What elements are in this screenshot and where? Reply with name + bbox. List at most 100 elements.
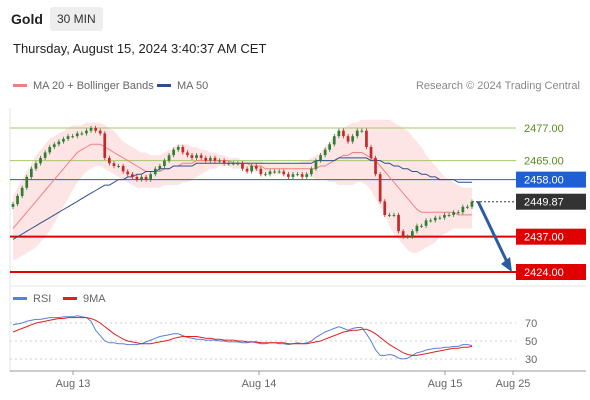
candle-body xyxy=(20,187,24,196)
candle-body xyxy=(80,133,84,135)
rsi-ma9-line xyxy=(12,317,473,356)
bollinger-bands xyxy=(13,119,472,262)
candle-body xyxy=(158,166,162,169)
candle-body xyxy=(342,130,345,137)
forecast-arrow xyxy=(476,200,512,272)
ma9-label: 9MA xyxy=(83,293,106,305)
candle-body xyxy=(433,217,437,221)
credit-text: Research © 2024 Trading Central xyxy=(415,80,580,92)
x-label-aug-13: Aug 13 xyxy=(56,378,91,390)
candle-body xyxy=(94,128,97,131)
legend-9ma: 9MA xyxy=(63,293,106,305)
candle-body xyxy=(287,174,290,177)
candle-body xyxy=(406,236,410,238)
candle-body xyxy=(172,149,175,156)
level-tags: 2477.00 2465.00 2458.00 2449.87 2437.00 2424.… xyxy=(516,123,586,280)
candle-body xyxy=(176,147,180,150)
candle-body xyxy=(222,160,226,164)
candle-body xyxy=(153,168,157,175)
rsi-line xyxy=(12,315,473,360)
candle-body xyxy=(438,217,442,219)
candle-body xyxy=(282,171,286,175)
candle-body xyxy=(337,130,341,137)
forecast-arrow-head xyxy=(501,257,512,272)
candle-body xyxy=(245,168,249,172)
rsi-swatch xyxy=(13,296,27,300)
rsi-pane: 70 50 30 xyxy=(10,315,537,366)
candle-body xyxy=(268,171,272,175)
candle-body xyxy=(43,152,47,158)
candle-body xyxy=(365,130,368,147)
candle-body xyxy=(121,166,125,172)
level-tag-2477.00: 2477.00 xyxy=(524,123,564,135)
timeframe-badge[interactable]: 30 MIN xyxy=(50,7,103,31)
candle-body xyxy=(447,214,451,216)
rsi-label: RSI xyxy=(33,293,52,305)
candle-body xyxy=(108,157,111,164)
ma50-swatch xyxy=(157,83,171,87)
candle-body xyxy=(98,130,102,134)
candle-body xyxy=(461,206,465,213)
candle-body xyxy=(199,155,203,158)
candle-body xyxy=(30,168,33,177)
level-tag-bg-2437.00 xyxy=(516,228,586,245)
candle-body xyxy=(314,160,318,169)
candle-body xyxy=(34,163,38,169)
candle-body xyxy=(218,160,221,162)
legend-ma20: MA 20 + Bollinger Bands xyxy=(13,80,154,92)
candle-body xyxy=(149,174,152,180)
candle-body xyxy=(62,138,65,142)
candle-body xyxy=(420,225,423,227)
candle-body xyxy=(369,147,373,158)
candle-body xyxy=(16,195,19,205)
candle-body xyxy=(392,214,396,216)
candle-body xyxy=(112,163,116,166)
candle-body xyxy=(401,231,405,237)
candle-body xyxy=(291,174,295,177)
level-tag-2424.00: 2424.00 xyxy=(524,267,564,279)
candle-body xyxy=(360,130,364,132)
level-tag-2465.00: 2465.00 xyxy=(524,156,564,168)
candle-body xyxy=(319,155,322,161)
candle-body xyxy=(85,130,88,134)
level-tag-bg-2424.00 xyxy=(516,264,586,280)
x-label-aug-14: Aug 14 xyxy=(242,378,277,390)
candle-body xyxy=(190,155,194,158)
candle-body xyxy=(89,128,93,131)
candle-body xyxy=(328,144,331,150)
candle-body xyxy=(75,133,79,137)
candle-body xyxy=(411,231,414,237)
ma9-swatch xyxy=(63,296,77,300)
ma20-swatch xyxy=(13,83,27,87)
rsi-tick-30: 30 xyxy=(525,354,537,366)
candle-body xyxy=(236,163,240,165)
level-tag-2449.87: 2449.87 xyxy=(524,197,564,209)
candles xyxy=(11,125,474,239)
candle-body xyxy=(204,157,208,161)
chart-datetime: Thursday, August 15, 2024 3:40:37 AM CET xyxy=(13,41,267,56)
candle-body xyxy=(25,176,29,188)
candle-body xyxy=(424,220,428,226)
candle-body xyxy=(167,155,171,161)
candle-body xyxy=(470,201,474,207)
candle-body xyxy=(346,136,350,142)
candle-body xyxy=(254,166,258,169)
candle-body xyxy=(250,166,253,172)
candle-body xyxy=(126,171,130,175)
candle-body xyxy=(429,220,432,222)
candle-body xyxy=(355,130,359,137)
level-tag-2437.00: 2437.00 xyxy=(524,232,564,244)
candle-body xyxy=(456,212,460,214)
instrument-title: Gold xyxy=(11,11,43,27)
candle-body xyxy=(135,176,139,180)
candle-body xyxy=(131,174,134,177)
x-axis: Aug 13 Aug 14 Aug 15 Aug 25 xyxy=(56,371,530,390)
candle-body xyxy=(259,168,263,175)
level-tag-bg-2449.87 xyxy=(516,193,586,210)
candle-body xyxy=(264,174,267,176)
bollinger-band-fill xyxy=(13,119,472,262)
candle-body xyxy=(323,149,327,156)
forecast-arrow-shaft xyxy=(476,200,510,265)
candle-body xyxy=(378,174,382,202)
